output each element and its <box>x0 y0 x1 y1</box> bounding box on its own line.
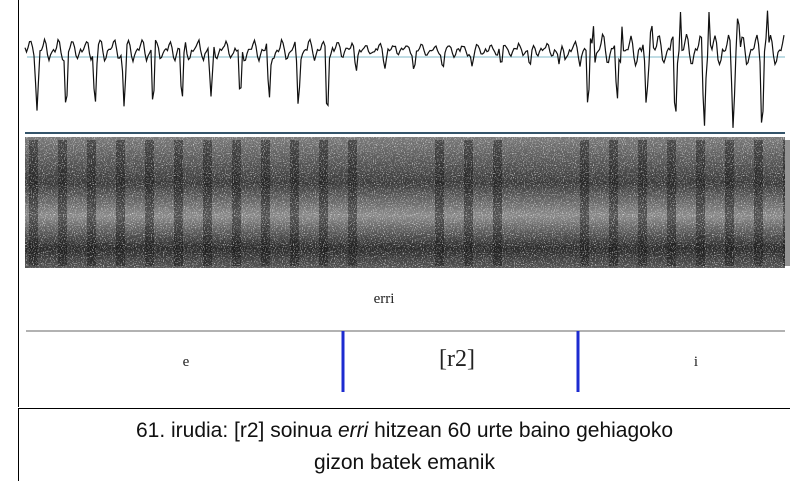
segment-label: e <box>183 354 190 370</box>
segment-label: i <box>694 354 698 370</box>
stripe <box>783 140 790 266</box>
caption-italic: erri <box>337 419 369 442</box>
segment-label: [r2] <box>439 346 475 372</box>
caption: 61. irudia: [r2] soinua erri hitzean 60 … <box>18 408 790 481</box>
figure-image: erri e [r2] i <box>24 10 790 392</box>
waveform <box>24 10 785 128</box>
word-label: erri <box>374 291 395 307</box>
caption-text: hitzean 60 urte baino gehiagoko <box>374 419 674 442</box>
caption-text: 61. irudia: [r2] soinua <box>135 419 333 442</box>
speckle <box>25 137 785 268</box>
caption-line: 61. irudia: [r2] soinua erri hitzean 60 … <box>19 415 790 447</box>
spectrogram <box>25 137 790 268</box>
figure: erri e [r2] i <box>18 0 790 407</box>
caption-line: gizon batek emanik <box>314 451 495 474</box>
